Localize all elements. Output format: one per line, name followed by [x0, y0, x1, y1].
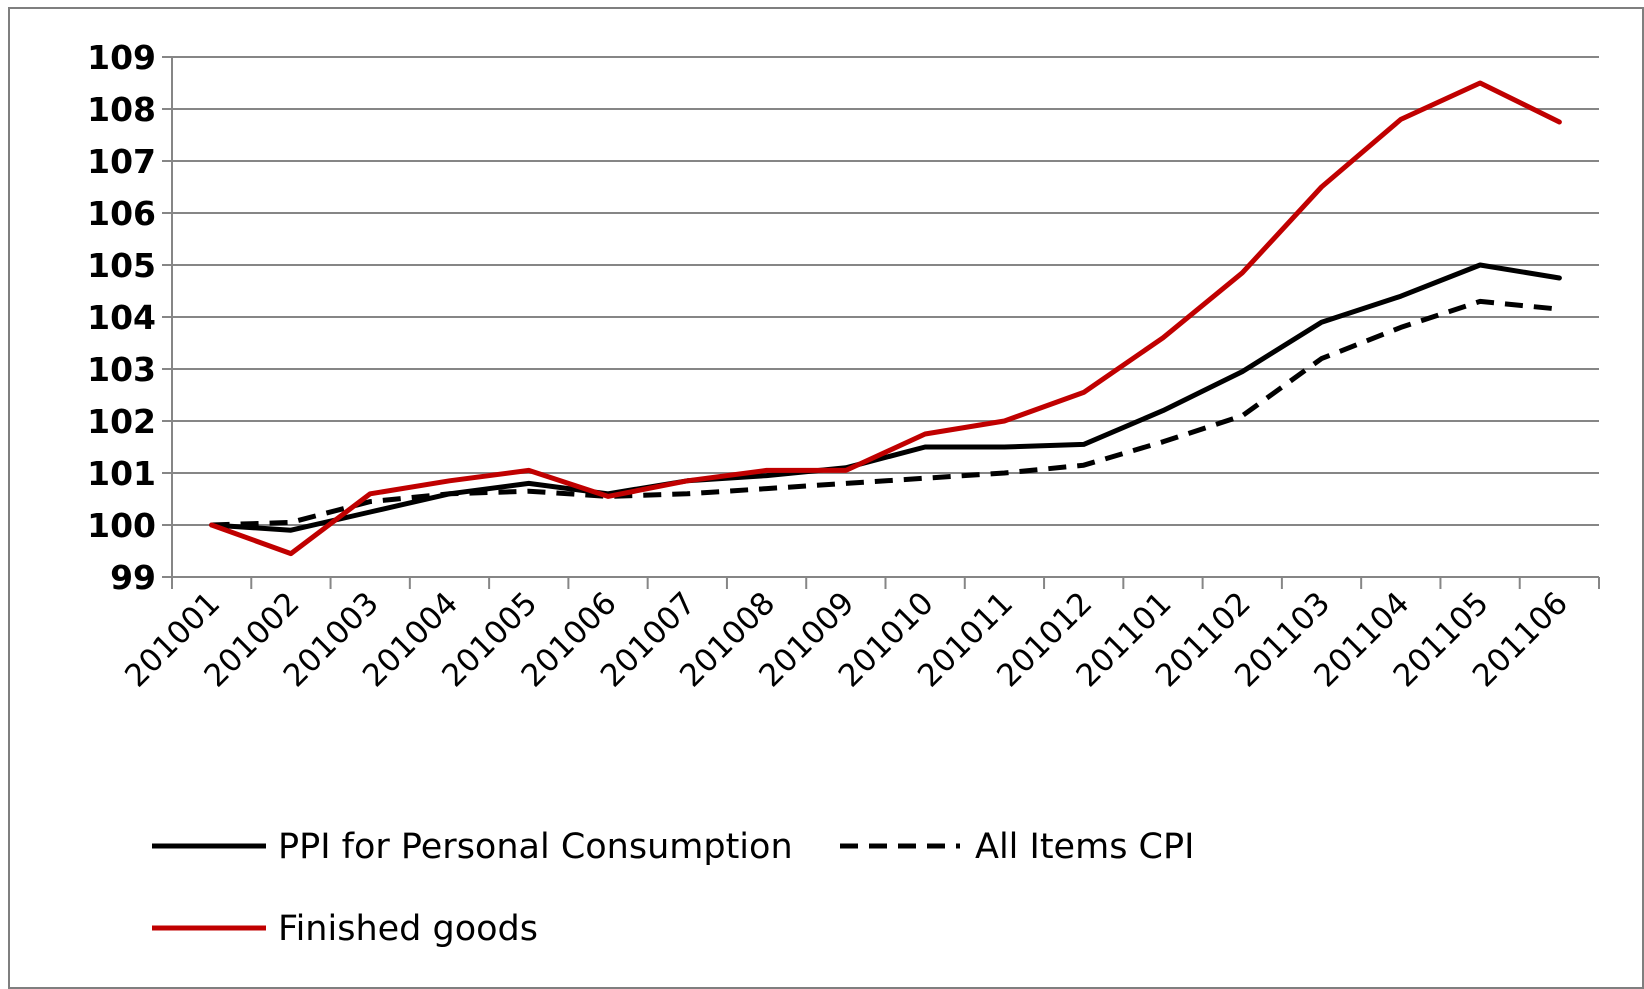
series-line-finished-goods [209, 80, 1562, 557]
y-tick-label: 102 [87, 402, 156, 441]
y-tick-label: 101 [87, 454, 156, 493]
y-tick-label: 109 [87, 38, 156, 77]
y-tick-label: 99 [110, 558, 156, 597]
y-axis-ticks: 99 100 101 102 103 104 105 106 107 108 109 [87, 38, 156, 597]
y-tick-label: 108 [87, 90, 156, 129]
legend-label: Finished goods [278, 909, 538, 949]
axes [162, 56, 1600, 589]
series-lines [209, 80, 1562, 557]
gridlines [172, 56, 1599, 526]
y-tick-label: 103 [87, 350, 156, 389]
legend: PPI for Personal Consumption All Items CP… [152, 827, 1194, 949]
y-tick-label: 100 [87, 506, 156, 545]
legend-label: All Items CPI [975, 827, 1194, 867]
series-line-all-items-cpi [211, 298, 1560, 528]
legend-label: PPI for Personal Consumption [278, 827, 793, 867]
series-line-ppi-for-personal-consumption [209, 262, 1562, 533]
y-tick-label: 105 [87, 246, 156, 285]
x-axis-ticks: 2010012010022010032010042010052010062010… [118, 585, 1575, 694]
chart-frame [8, 7, 1644, 989]
y-tick-label: 106 [87, 194, 156, 233]
y-tick-label: 104 [87, 298, 156, 337]
y-tick-label: 107 [87, 142, 156, 181]
